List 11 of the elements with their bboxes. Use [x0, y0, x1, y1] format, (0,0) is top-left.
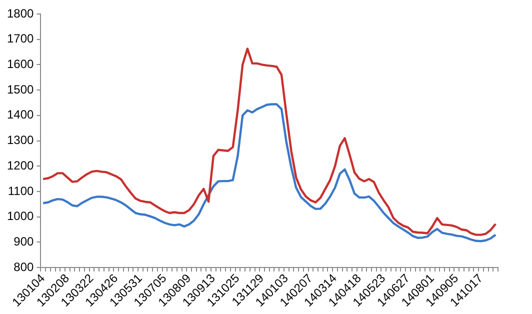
y-tick-label: 1100: [8, 184, 34, 198]
y-tick-label: 1400: [6, 108, 34, 122]
y-tick-label: 800: [14, 260, 34, 274]
y-tick-label: 1800: [6, 6, 34, 20]
y-tick-label: 1500: [6, 82, 34, 96]
y-tick-label: 1200: [6, 158, 34, 172]
y-tick-label: 1700: [6, 32, 34, 46]
y-tick-label: 900: [14, 234, 34, 248]
y-tick-label: 1000: [6, 209, 34, 224]
y-tick-label: 1300: [6, 133, 34, 148]
y-tick-label: 1600: [6, 57, 34, 72]
